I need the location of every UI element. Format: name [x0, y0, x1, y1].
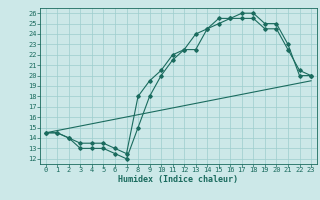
- X-axis label: Humidex (Indice chaleur): Humidex (Indice chaleur): [118, 175, 238, 184]
